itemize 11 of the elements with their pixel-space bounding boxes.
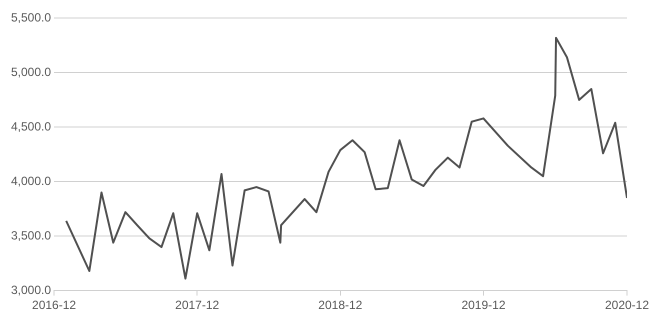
x-tick-label: 2017-12 [175, 298, 220, 312]
x-tick-label: 2020-12 [604, 298, 650, 312]
y-tick-label: 5,500.0 [10, 10, 52, 25]
x-tick-label: 2018-12 [318, 298, 363, 312]
y-tick-label: 3,500.0 [10, 228, 52, 242]
x-tick-label: 2019-12 [461, 298, 506, 312]
y-tick-label: 5,000.0 [10, 64, 52, 79]
x-tick-label: 2016-12 [32, 298, 76, 312]
y-tick-label: 4,000.0 [10, 174, 52, 188]
y-tick-label: 4,500.0 [10, 119, 52, 134]
y-tick-label: 3,000.0 [10, 282, 52, 297]
